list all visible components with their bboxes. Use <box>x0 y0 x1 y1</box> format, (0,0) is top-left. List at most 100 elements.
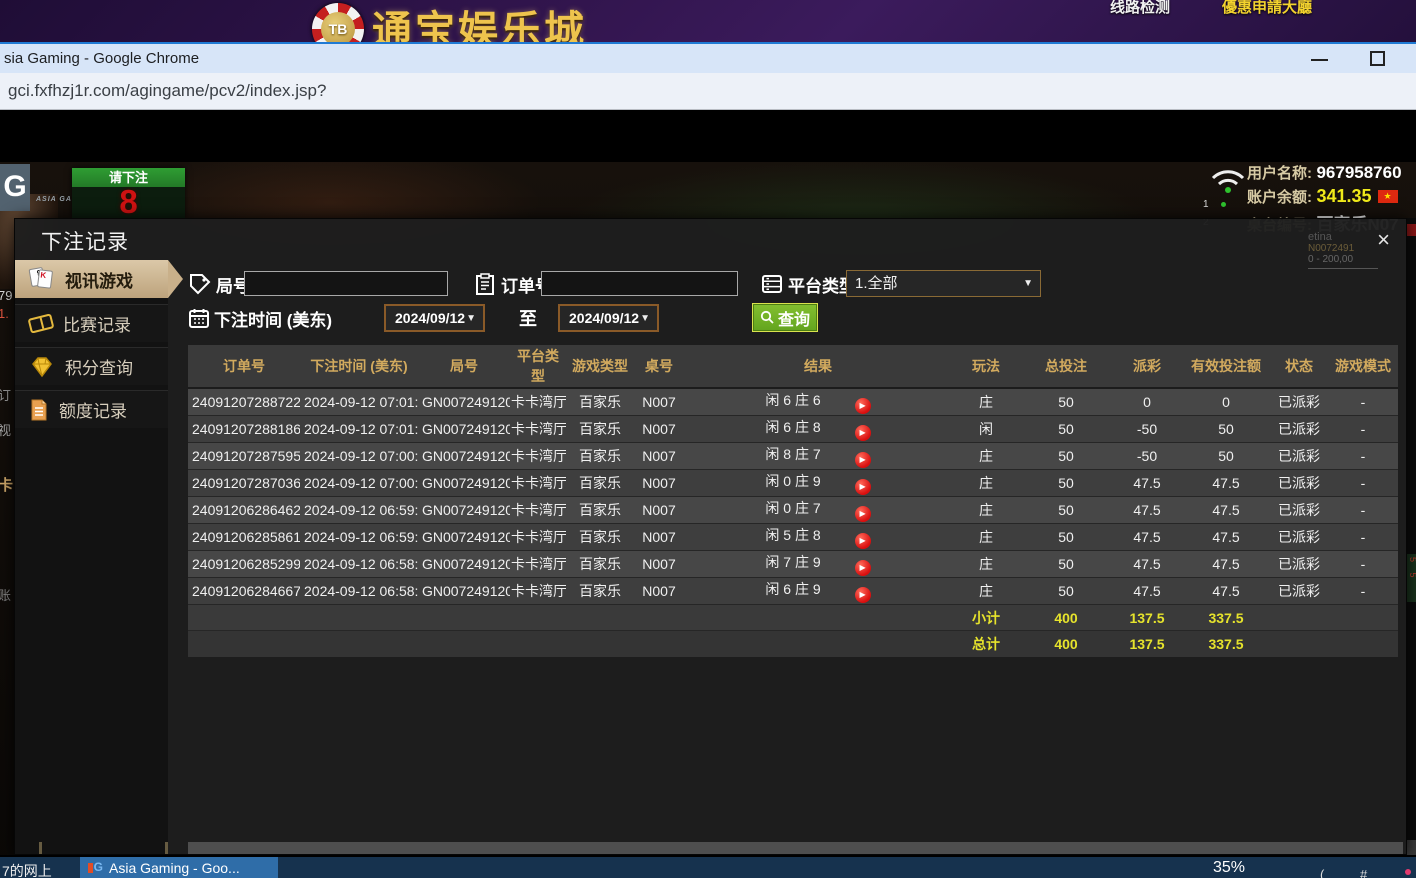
cell-mode: - <box>1328 577 1398 605</box>
cell-payout: 47.5 <box>1112 550 1182 578</box>
round-number-label: 局号 <box>216 277 250 296</box>
chrome-tab-icon: G <box>88 861 103 874</box>
magnifier-icon <box>760 310 774 324</box>
round-number-input[interactable] <box>244 271 448 296</box>
bg-fragment: 79 <box>0 288 13 303</box>
chevron-down-icon: ▼ <box>466 313 476 324</box>
user-name-value: 967958760 <box>1316 163 1402 182</box>
sidebar-item-match-records[interactable]: 比赛记录 <box>15 304 168 342</box>
bg-fragment: 卡 <box>0 477 14 494</box>
taskbar: 7的网上 G Asia Gaming - Goo... 35% ( # 1 <box>0 857 1416 878</box>
chrome-titlebar: sia Gaming - Google Chrome <box>0 42 1416 73</box>
search-button-label: 查询 <box>777 311 810 329</box>
cell-round: GN007249120GK <box>418 496 510 524</box>
right-edge-strip <box>1407 218 1416 878</box>
cell-order: 240912062846674 <box>188 577 300 605</box>
cell-valid: 50 <box>1182 442 1270 470</box>
cell-valid: 47.5 <box>1182 577 1270 605</box>
cell-play_type: 庄 <box>952 550 1020 578</box>
bg-fragment-red <box>1407 224 1416 236</box>
letterbox-strip <box>0 110 1416 162</box>
cell-bet: 50 <box>1020 469 1112 497</box>
date-from-picker[interactable]: 2024/09/12 ▼ <box>384 304 485 332</box>
cell-valid: 0 <box>1182 387 1270 416</box>
cell-play_type: 庄 <box>952 469 1020 497</box>
cell-table_no: N007 <box>634 550 684 578</box>
grand-total-row: 总计 400 137.5 337.5 <box>188 630 1398 657</box>
link-line-check[interactable]: 线路检测 <box>1109 0 1170 16</box>
tray-icons[interactable]: ( # 1 <box>1320 867 1384 878</box>
replay-play-icon[interactable]: ▶ <box>854 560 871 576</box>
cell-mode: - <box>1328 415 1398 443</box>
cell-platform: 卡卡湾厅 <box>510 469 566 497</box>
replay-play-icon[interactable]: ▶ <box>854 398 871 414</box>
close-icon[interactable]: × <box>1377 227 1390 252</box>
order-number-input[interactable] <box>541 271 738 296</box>
bg-fragment-tick <box>165 842 168 854</box>
window-title: sia Gaming - Google Chrome <box>4 50 200 67</box>
subtotal-label: 小计 <box>952 604 1020 631</box>
user-name-line: 用户名称: 967958760 <box>1247 162 1416 183</box>
replay-play-icon[interactable]: ▶ <box>854 452 871 468</box>
total-label: 总计 <box>952 630 1020 657</box>
total-bet: 400 <box>1020 630 1112 657</box>
cell-round: GN007249120GH <box>418 577 510 605</box>
taskbar-app-asia-gaming[interactable]: G Asia Gaming - Goo... <box>80 857 278 878</box>
cell-time: 2024-09-12 07:00:13 <box>300 469 418 497</box>
search-button[interactable]: 查询 <box>752 303 818 332</box>
zoom-percent: 35% <box>1213 859 1246 876</box>
sidebar-item-quota-records[interactable]: 额度记录 <box>15 390 168 428</box>
cell-bet: 50 <box>1020 550 1112 578</box>
platform-type-select[interactable]: 1.全部 ▼ <box>846 270 1041 297</box>
replay-play-icon[interactable]: ▶ <box>854 533 871 549</box>
replay-play-icon[interactable]: ▶ <box>854 479 871 495</box>
col-header: 游戏类型 <box>566 345 634 389</box>
cell-status: 已派彩 <box>1270 550 1328 578</box>
order-number-label: 订单号 <box>501 277 552 296</box>
cell-result: 闲 6 庄 8 ▶ <box>684 415 952 443</box>
minimize-button[interactable] <box>1311 59 1328 61</box>
chrome-urlbar[interactable]: gci.fxfhzj1r.com/agingame/pcv2/index.jsp… <box>0 73 1416 110</box>
replay-play-icon[interactable]: ▶ <box>854 425 871 441</box>
cell-order: 240912062858613 <box>188 523 300 551</box>
cell-bet: 50 <box>1020 415 1112 443</box>
cell-round: GN007249120GN <box>418 415 510 443</box>
sidebar-item-label: 视讯游戏 <box>65 271 133 291</box>
date-to-picker[interactable]: 2024/09/12 ▼ <box>558 304 659 332</box>
sidebar-item-video-games[interactable]: 9 K 视讯游戏 <box>15 260 183 298</box>
cell-table_no: N007 <box>634 469 684 497</box>
bet-records-modal: 下注记录 × etina N0072491 0 - 200,00 9 K 视讯游… <box>14 218 1407 855</box>
sidebar-item-label: 积分查询 <box>65 359 133 378</box>
bet-time-label: 下注时间 (美东) <box>214 311 333 330</box>
cell-round: GN007249120GM <box>418 442 510 470</box>
cell-game: 百家乐 <box>566 550 634 578</box>
maximize-button[interactable] <box>1370 51 1385 66</box>
sidebar-item-points-query[interactable]: 积分查询 <box>15 347 168 385</box>
china-flag-icon: ★ <box>1377 190 1398 203</box>
cell-status: 已派彩 <box>1270 496 1328 524</box>
chevron-down-icon: ▼ <box>1023 278 1033 289</box>
link-promo-hall[interactable]: 優惠申請大廳 <box>1221 0 1312 16</box>
bg-fragment-green <box>1407 554 1416 602</box>
replay-play-icon[interactable]: ▶ <box>854 587 871 603</box>
col-header: 平台类型 <box>510 345 566 389</box>
asia-gaming-brand-text: ASIA GAMING <box>36 196 95 203</box>
cell-order: 240912072887222 <box>188 387 300 416</box>
bet-prompt: 请下注 <box>72 168 185 187</box>
cell-payout: -50 <box>1112 442 1182 470</box>
replay-play-icon[interactable]: ▶ <box>854 506 871 522</box>
cell-mode: - <box>1328 387 1398 416</box>
cell-result: 闲 7 庄 9 ▶ <box>684 550 952 578</box>
horizontal-scrollbar[interactable] <box>188 842 1403 854</box>
balance-label: 账户余额: <box>1247 189 1312 206</box>
playing-cards-icon: 9 K <box>28 266 55 291</box>
col-header: 订单号 <box>188 345 300 389</box>
chip-label: TB <box>321 12 355 42</box>
bg-fragment: 订 <box>0 388 12 403</box>
gem-icon <box>32 356 52 377</box>
cell-platform: 卡卡湾厅 <box>510 442 566 470</box>
